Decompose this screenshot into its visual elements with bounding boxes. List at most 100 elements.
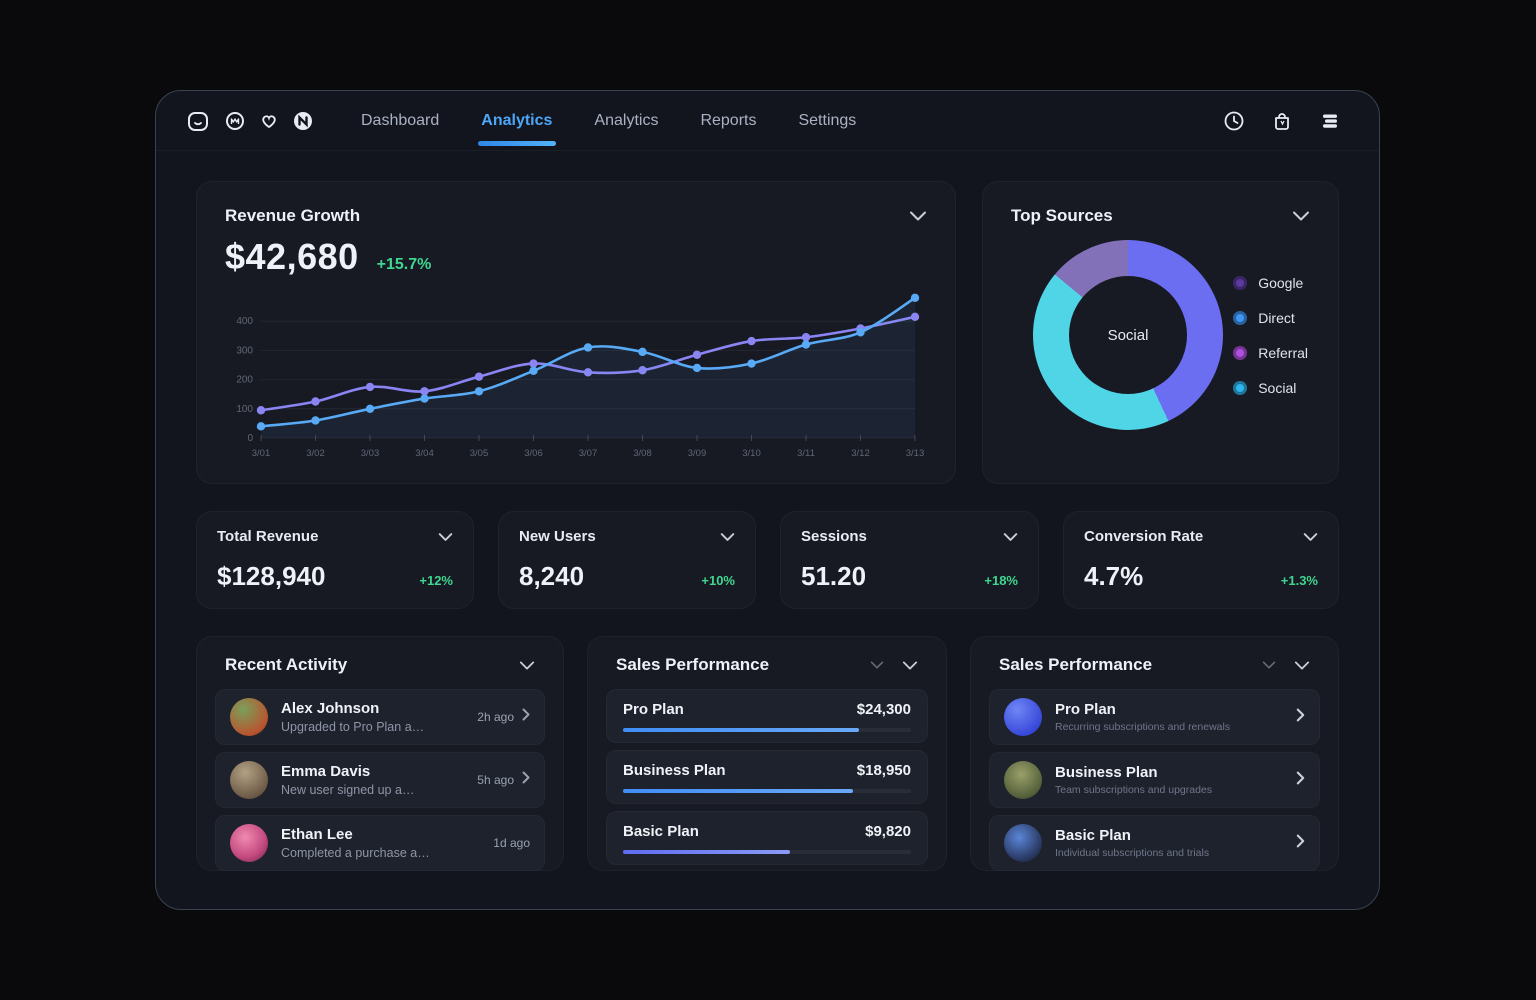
- svg-text:300: 300: [236, 345, 253, 356]
- m-badge-icon[interactable]: [225, 111, 245, 131]
- activity-row[interactable]: Alex Johnson Upgraded to Pro Plan a… 2h …: [215, 689, 545, 745]
- sources-donut-chart[interactable]: Social: [1033, 240, 1223, 430]
- sales-performance-bars-card: Sales Performance Pro Plan $24,300: [587, 636, 947, 871]
- activity-row[interactable]: Emma Davis New user signed up a… 5h ago: [215, 752, 545, 808]
- donut-center-label: Social: [1107, 326, 1149, 344]
- sales-performance-list-card: Sales Performance Pro Plan Recurring sub…: [970, 636, 1339, 871]
- svg-text:3/11: 3/11: [797, 448, 815, 459]
- stat-card-new-users: New Users 8,240 +10%: [498, 511, 756, 609]
- svg-text:0: 0: [247, 433, 253, 444]
- stat-value: 51.20: [801, 561, 867, 591]
- sources-legend: Google Direct Referral Social: [1233, 275, 1310, 396]
- progress-track: [623, 789, 911, 793]
- stat-delta: +10%: [701, 573, 735, 588]
- chevron-down-icon[interactable]: [1292, 210, 1310, 222]
- stat-value: 4.7%: [1084, 561, 1144, 591]
- chevron-down-icon[interactable]: [902, 660, 918, 671]
- sales-performance-title: Sales Performance: [999, 655, 1153, 674]
- plan-progress-row[interactable]: Business Plan $18,950: [606, 750, 928, 804]
- progress-track: [623, 850, 911, 854]
- chevron-down-icon[interactable]: [1294, 660, 1310, 671]
- svg-text:100: 100: [236, 404, 253, 415]
- chevron-right-icon[interactable]: [522, 771, 530, 789]
- dashboard-window: Dashboard Analytics Analytics Reports Se…: [155, 90, 1380, 910]
- recent-activity-card: Recent Activity Alex Johnson Upgraded to…: [196, 636, 564, 871]
- svg-text:3/13: 3/13: [906, 448, 925, 459]
- legend-item-social[interactable]: Social: [1233, 380, 1308, 396]
- brand-icon-group: [186, 109, 313, 133]
- nav-item-reports[interactable]: Reports: [700, 111, 757, 129]
- nav-item-analytics[interactable]: Analytics: [594, 111, 659, 129]
- plan-list-row[interactable]: Basic Plan Individual subscriptions and …: [989, 815, 1320, 871]
- nav-item-dashboard[interactable]: Dashboard: [361, 111, 440, 129]
- chevron-down-icon-dim[interactable]: [1262, 660, 1276, 670]
- nav-item-settings[interactable]: Settings: [798, 111, 857, 129]
- plan-list-row[interactable]: Pro Plan Recurring subscriptions and ren…: [989, 689, 1320, 745]
- revenue-delta: +15.7%: [376, 256, 432, 273]
- top-sources-card: Top Sources Social Google Dir: [982, 181, 1339, 484]
- legend-dot-social: [1233, 380, 1248, 395]
- svg-text:400: 400: [236, 316, 253, 327]
- chevron-down-icon[interactable]: [1303, 532, 1318, 542]
- svg-text:3/12: 3/12: [851, 448, 870, 459]
- chevron-down-icon[interactable]: [1003, 532, 1018, 542]
- revenue-growth-card: Revenue Growth $42,680 +15.7% 0 100 200 300…: [196, 181, 956, 484]
- legend-item-google[interactable]: Google: [1233, 275, 1308, 291]
- svg-text:3/10: 3/10: [742, 448, 761, 459]
- stat-delta: +12%: [419, 573, 453, 588]
- chevron-down-icon-dim[interactable]: [870, 660, 884, 670]
- chevron-right-icon[interactable]: [1296, 708, 1305, 727]
- business-plan-icon: [1004, 761, 1042, 799]
- stat-card-conversion-rate: Conversion Rate 4.7% +1.3%: [1063, 511, 1339, 609]
- nav-item-analytics-active[interactable]: Analytics: [481, 91, 552, 151]
- chevron-down-icon[interactable]: [909, 210, 927, 222]
- stat-title: Conversion Rate: [1084, 528, 1204, 545]
- chevron-down-icon[interactable]: [720, 532, 735, 542]
- svg-text:3/08: 3/08: [633, 448, 652, 459]
- svg-text:3/01: 3/01: [252, 448, 271, 459]
- legend-dot-google: [1233, 275, 1248, 290]
- chevron-down-icon[interactable]: [438, 532, 453, 542]
- pro-plan-icon: [1004, 698, 1042, 736]
- plan-progress-row[interactable]: Pro Plan $24,300: [606, 689, 928, 743]
- heart-icon[interactable]: [260, 112, 278, 130]
- progress-bar: [623, 850, 791, 854]
- basic-plan-icon: [1004, 824, 1042, 862]
- nav-links: Dashboard Analytics Analytics Reports Se…: [361, 91, 856, 151]
- avatar: [230, 761, 268, 799]
- stat-value: 8,240: [519, 561, 585, 591]
- svg-text:3/09: 3/09: [688, 448, 707, 459]
- dashboard-content: Revenue Growth $42,680 +15.7% 0 100 200 300…: [156, 151, 1379, 871]
- activity-row[interactable]: Ethan Lee Completed a purchase a… 1d ago: [215, 815, 545, 871]
- plan-progress-row[interactable]: Basic Plan $9,820: [606, 811, 928, 865]
- revenue-value: $42,680: [225, 236, 359, 277]
- app-logo-icon[interactable]: [186, 109, 210, 133]
- plan-list-row[interactable]: Business Plan Team subscriptions and upg…: [989, 752, 1320, 808]
- svg-text:3/05: 3/05: [470, 448, 489, 459]
- stat-delta: +1.3%: [1280, 573, 1318, 588]
- stat-title: New Users: [519, 528, 596, 545]
- top-sources-title: Top Sources: [1011, 206, 1113, 225]
- svg-text:200: 200: [236, 375, 253, 386]
- stat-value: $128,940: [217, 561, 326, 591]
- legend-item-referral[interactable]: Referral: [1233, 345, 1308, 361]
- chevron-right-icon[interactable]: [1296, 834, 1305, 853]
- stat-card-sessions: Sessions 51.20 +18%: [780, 511, 1039, 609]
- clock-icon[interactable]: [1223, 110, 1245, 132]
- legend-dot-referral: [1233, 345, 1248, 360]
- nav-right-icons: [1223, 110, 1341, 132]
- avatar: [230, 698, 268, 736]
- progress-track: [623, 728, 911, 732]
- chevron-right-icon[interactable]: [522, 708, 530, 726]
- svg-text:3/04: 3/04: [415, 448, 434, 459]
- avatar: [230, 824, 268, 862]
- n-badge-icon[interactable]: [293, 111, 313, 131]
- list-icon[interactable]: [1319, 110, 1341, 132]
- sales-performance-title: Sales Performance: [616, 655, 770, 674]
- revenue-line-chart: 0 100 200 300 400 3/01 3/02 3/03 3/04 3/05 3/06 3/0…: [225, 284, 927, 467]
- chevron-down-icon[interactable]: [519, 660, 535, 671]
- bag-icon[interactable]: [1271, 110, 1293, 132]
- progress-bar: [623, 789, 854, 793]
- legend-item-direct[interactable]: Direct: [1233, 310, 1308, 326]
- chevron-right-icon[interactable]: [1296, 771, 1305, 790]
